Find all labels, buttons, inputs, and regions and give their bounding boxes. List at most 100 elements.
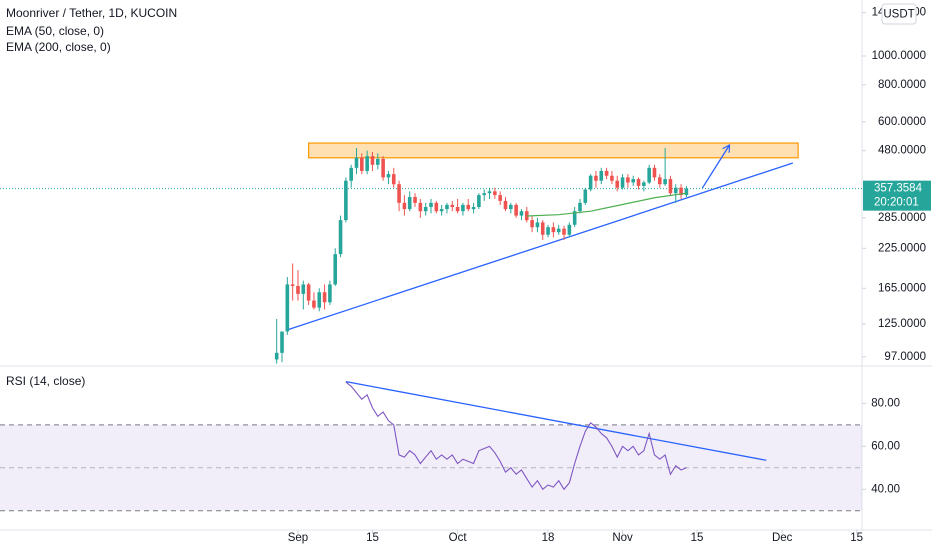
x-tick-label: 15 [691, 532, 704, 544]
y-tick-label: 1000.0000 [872, 50, 926, 62]
candle-body [642, 182, 646, 186]
x-tick-label: 15 [850, 532, 863, 544]
candle-body [466, 204, 471, 210]
candle-body [328, 284, 332, 303]
y-tick-label: 40.00 [871, 483, 900, 495]
candle-body [461, 204, 465, 212]
candle-body [365, 156, 369, 171]
y-tick-label: 800.0000 [878, 79, 926, 91]
candle-body [349, 167, 353, 181]
candle-body [673, 187, 678, 194]
rsi-title: RSI (14, close) [6, 374, 85, 388]
candle-body [658, 177, 662, 185]
candle-body [450, 204, 455, 207]
indicator-label: EMA (50, close, 0) [6, 24, 104, 38]
candle-body [583, 189, 588, 203]
candle-body [360, 157, 364, 171]
candle-body [322, 292, 327, 303]
candle-body [306, 284, 311, 301]
candle-body [407, 196, 412, 210]
candle-body [439, 209, 444, 212]
candle-body [402, 202, 407, 210]
candle-body [381, 158, 385, 178]
candle-body [594, 175, 598, 181]
x-tick-label: Sep [288, 532, 308, 544]
candle-body [338, 220, 343, 255]
candle-body [429, 202, 433, 207]
y-tick-label: 60.00 [871, 440, 900, 452]
candle-body [684, 188, 689, 196]
candle-body [413, 196, 417, 203]
candle-body [344, 180, 348, 221]
candle-body [514, 204, 518, 216]
candle-body [274, 352, 279, 360]
trendline [287, 162, 794, 331]
candle-body [482, 193, 487, 196]
candle-body [503, 200, 508, 210]
candle-body [397, 184, 401, 203]
candle-body [620, 177, 625, 188]
candle-body [471, 206, 476, 210]
candle-body [477, 195, 481, 207]
y-tick-label: 225.0000 [878, 242, 926, 254]
candle-body [663, 179, 667, 185]
candle-body [631, 179, 635, 183]
candle-body [599, 170, 604, 181]
y-tick-label: 97.0000 [884, 351, 926, 363]
candle-body [578, 202, 582, 212]
x-tick-label: Oct [449, 532, 468, 544]
candle-body [290, 284, 295, 286]
y-tick-label: 80.00 [871, 397, 900, 409]
candle-body [636, 179, 641, 186]
chart-title: Moonriver / Tether, 1D, KUCOIN [6, 6, 177, 20]
candle-body [604, 170, 609, 176]
candle-body [588, 175, 593, 190]
rsi-band [0, 424, 862, 511]
candle-body [668, 179, 673, 194]
x-tick-label: 18 [542, 532, 555, 544]
last-price-box [863, 180, 931, 211]
indicator-label: EMA (200, close, 0) [6, 40, 111, 54]
candle-body [370, 156, 375, 165]
candle-body [626, 177, 630, 183]
candle-body [562, 228, 566, 235]
candle-body [296, 285, 300, 294]
currency-label[interactable]: USDT [883, 9, 914, 21]
candle-body [445, 204, 449, 210]
x-tick-label: Dec [772, 532, 793, 544]
candle-body [498, 195, 502, 201]
rsi-line [345, 381, 687, 491]
candle-body [519, 211, 524, 216]
rsi-trendline [345, 380, 767, 461]
candle-body [391, 174, 396, 185]
candle-body [551, 227, 556, 233]
x-tick-label: Nov [612, 532, 633, 544]
currency-box[interactable] [881, 3, 917, 25]
candle-body [615, 180, 620, 188]
candle-body [535, 222, 540, 228]
candle-body [434, 202, 439, 212]
candle-body [418, 202, 423, 212]
candle-body [679, 187, 683, 196]
candle-body [455, 206, 460, 212]
candle-body [509, 204, 513, 210]
y-tick-label: 480.0000 [878, 145, 926, 157]
candle-body [301, 284, 306, 294]
candle-body [540, 222, 545, 235]
candle-body [354, 157, 359, 168]
candle-body [312, 300, 316, 308]
candle-body [610, 175, 614, 181]
countdown-label: 20:20:01 [874, 197, 919, 209]
x-tick-label: 15 [366, 532, 379, 544]
candle-body [546, 227, 550, 235]
candle-body [386, 174, 391, 178]
last-price-label: 357.3584 [874, 183, 923, 195]
candle-body [493, 191, 497, 196]
candle-body [530, 220, 534, 228]
candle-body [556, 228, 561, 233]
y-tick-label: 165.0000 [878, 282, 926, 294]
candle-body [652, 167, 657, 178]
candle-body [487, 191, 492, 194]
y-tick-label: 285.0000 [878, 212, 926, 224]
